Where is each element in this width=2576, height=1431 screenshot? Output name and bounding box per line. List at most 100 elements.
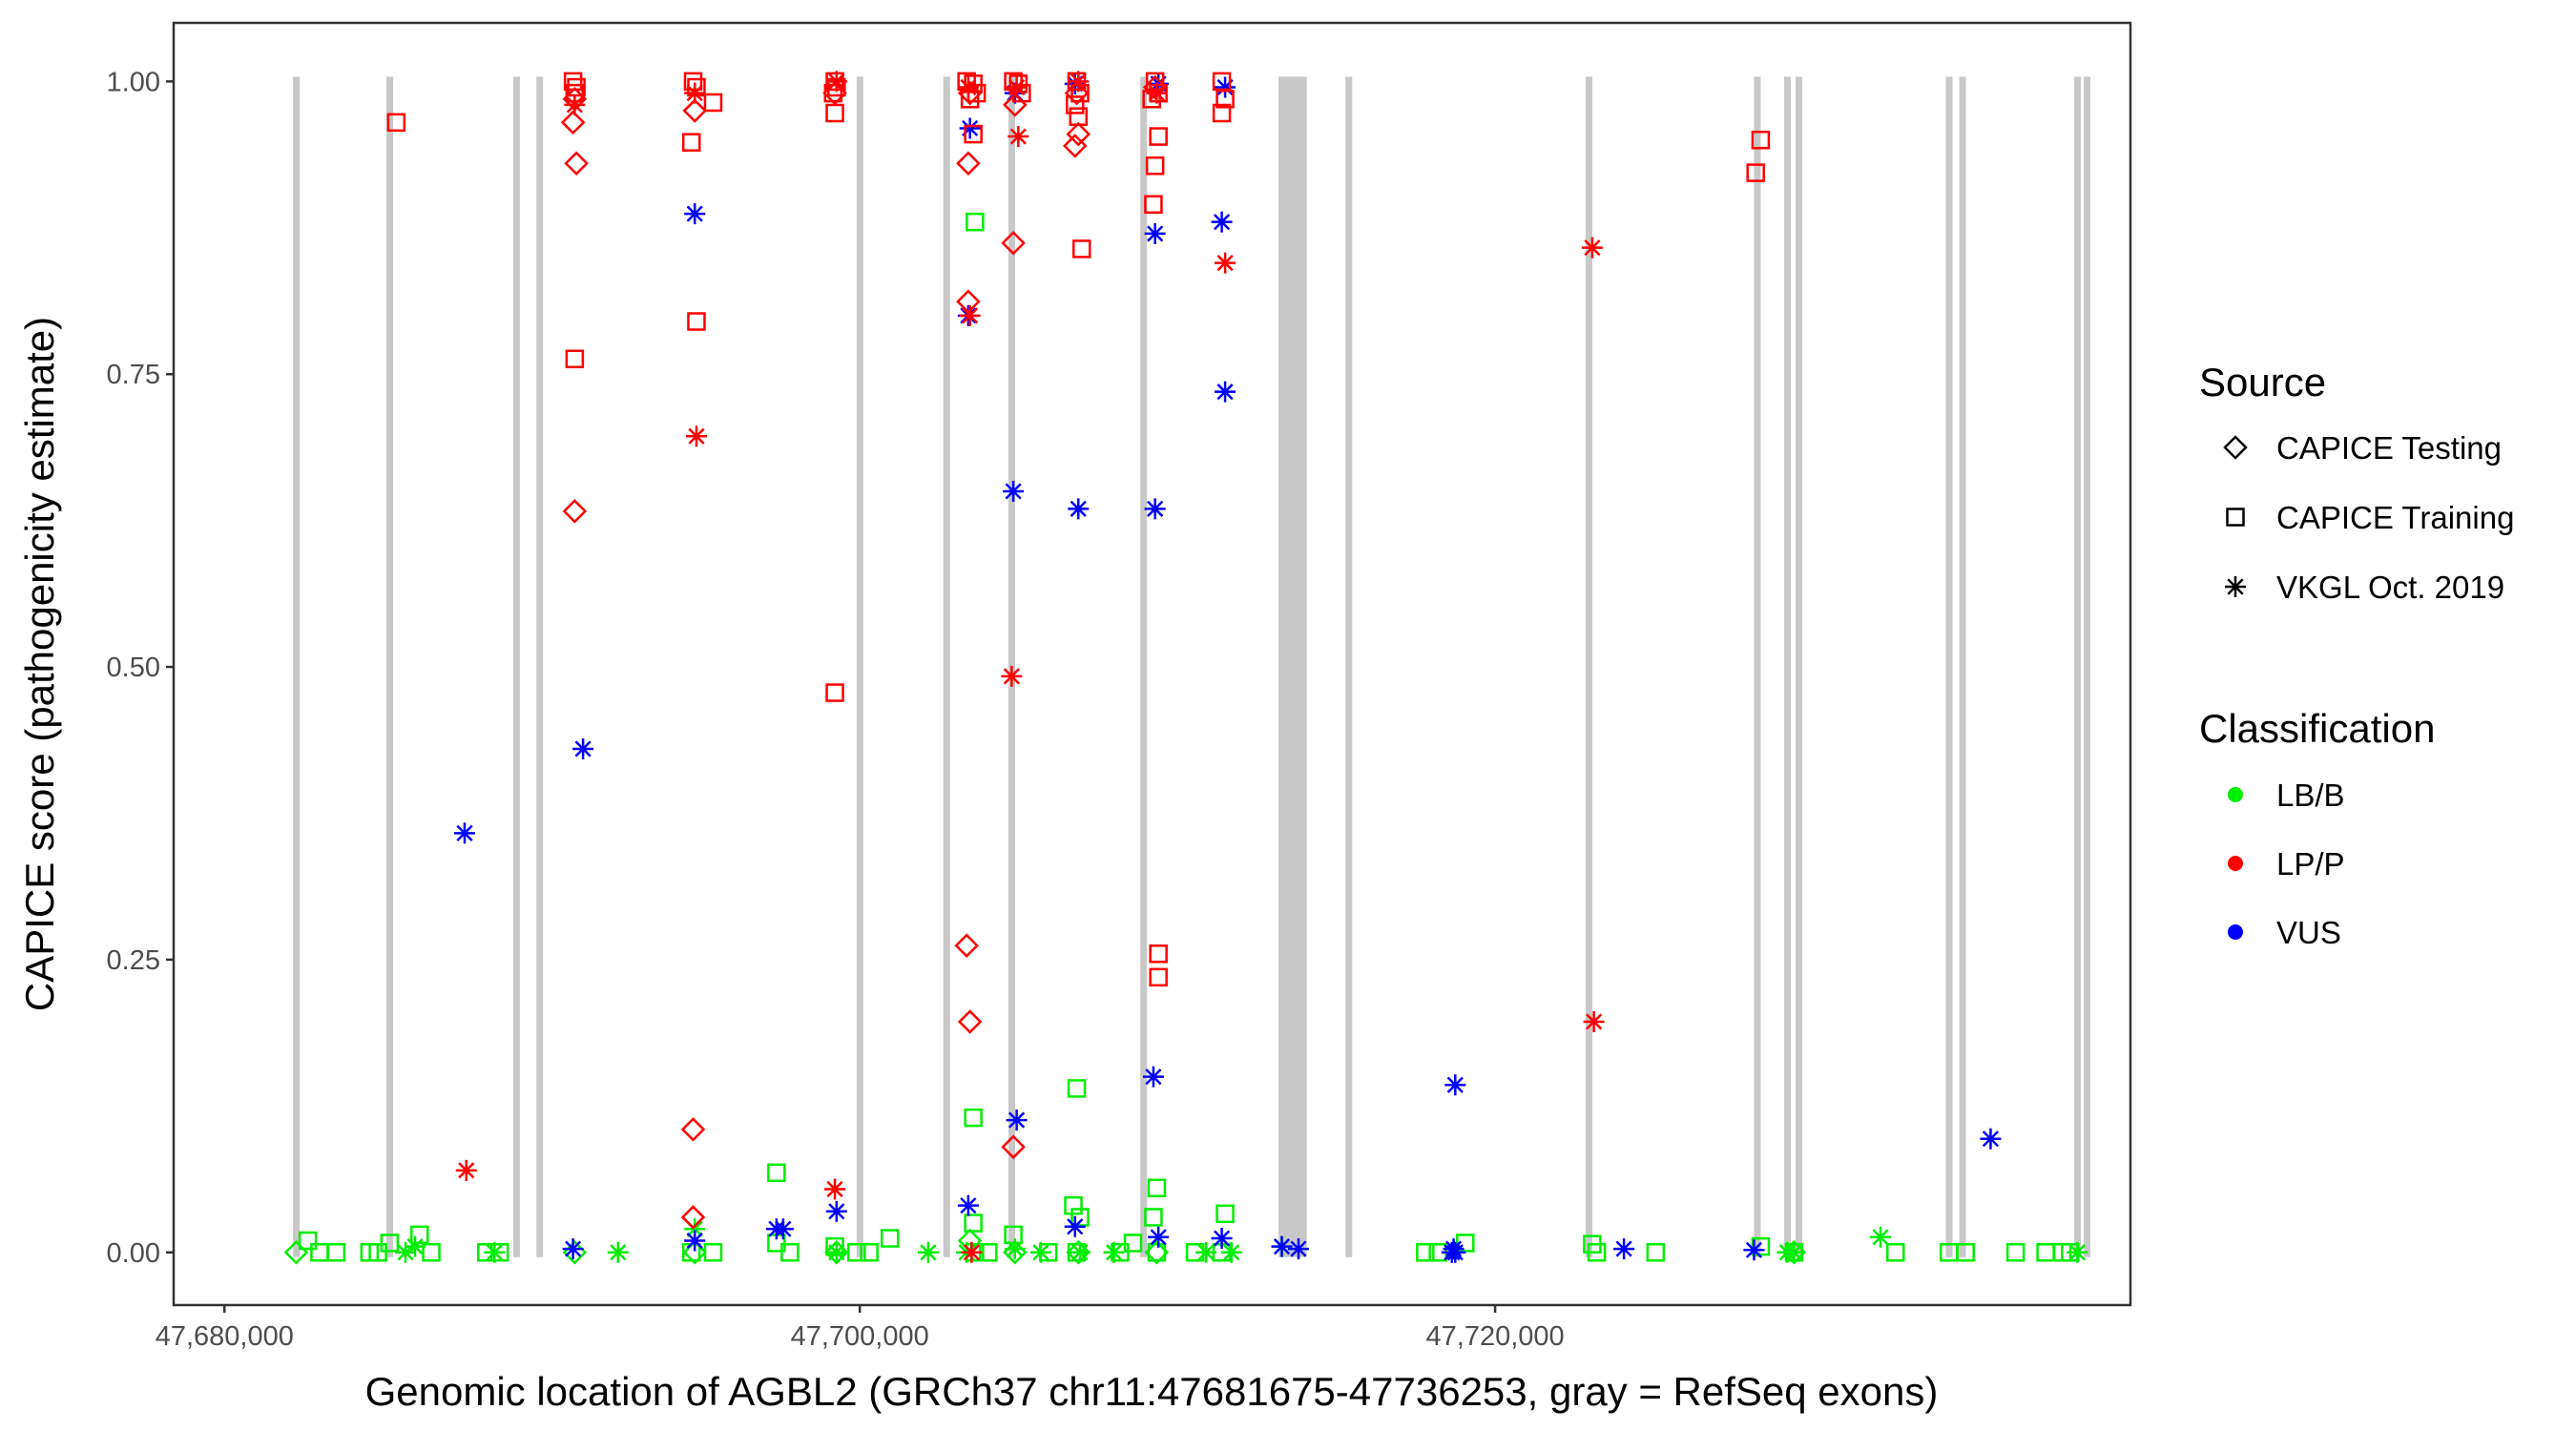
data-point bbox=[1142, 74, 1168, 100]
y-tick-label: 0.75 bbox=[107, 360, 160, 390]
data-point bbox=[1062, 134, 1088, 158]
data-point bbox=[1064, 80, 1090, 106]
data-point bbox=[956, 151, 981, 176]
data-point bbox=[1004, 1238, 1026, 1260]
legend-class-label: VUS bbox=[2276, 915, 2341, 950]
data-point bbox=[1587, 1243, 1607, 1262]
exon-bar bbox=[1796, 76, 1803, 1257]
data-points bbox=[283, 71, 2088, 1265]
data-point bbox=[1070, 1241, 1091, 1263]
data-point bbox=[780, 1243, 800, 1262]
data-point bbox=[455, 1159, 477, 1181]
x-tick-label: 47,680,000 bbox=[156, 1321, 294, 1352]
x-axis-title: Genomic location of AGBL2 (GRCh37 chr11:… bbox=[365, 1369, 1939, 1414]
data-point bbox=[567, 77, 586, 97]
data-point bbox=[964, 1213, 983, 1233]
data-point bbox=[964, 124, 983, 144]
data-point bbox=[684, 82, 706, 104]
legend-classification-title: Classification bbox=[2199, 706, 2435, 751]
exon-bar bbox=[943, 76, 950, 1257]
data-point bbox=[1956, 1243, 1975, 1262]
legend-asterisk-icon bbox=[2225, 576, 2246, 597]
legend-classification: Classification LB/B LP/P VUS bbox=[2199, 706, 2435, 950]
data-point bbox=[484, 1241, 506, 1263]
data-point bbox=[1001, 665, 1023, 687]
data-point bbox=[1287, 1238, 1309, 1260]
data-point bbox=[685, 425, 707, 447]
data-point bbox=[1008, 126, 1029, 148]
plot-panel-border bbox=[172, 21, 2132, 1307]
x-tick-label: 47,720,000 bbox=[1426, 1321, 1565, 1352]
data-point bbox=[326, 1243, 346, 1262]
data-point bbox=[564, 151, 589, 176]
legend-square-icon bbox=[2226, 508, 2245, 527]
data-point bbox=[1006, 76, 1028, 98]
data-point bbox=[687, 312, 706, 331]
data-point bbox=[1001, 1134, 1026, 1160]
data-point bbox=[283, 1239, 309, 1265]
data-point bbox=[964, 1108, 983, 1128]
exon-bar bbox=[386, 76, 394, 1257]
legend-dot-icon bbox=[2228, 856, 2243, 871]
data-point bbox=[1751, 1236, 1771, 1256]
data-point bbox=[422, 1243, 441, 1262]
data-point bbox=[681, 133, 701, 152]
exon-bar bbox=[512, 76, 520, 1257]
data-point bbox=[1144, 222, 1166, 244]
data-point bbox=[565, 349, 585, 369]
data-point bbox=[1220, 1241, 1242, 1263]
legend-source-label: CAPICE Training bbox=[2276, 500, 2514, 535]
data-point bbox=[959, 304, 981, 326]
data-point bbox=[1646, 1243, 1666, 1262]
data-point bbox=[1211, 211, 1233, 233]
data-point bbox=[765, 1218, 787, 1240]
data-point bbox=[2036, 1243, 2055, 1262]
legend-dot-icon bbox=[2228, 787, 2243, 802]
exon-bar bbox=[2084, 76, 2091, 1257]
data-point bbox=[1443, 1238, 1465, 1260]
data-point bbox=[703, 1243, 723, 1262]
data-point bbox=[1145, 156, 1165, 176]
data-point bbox=[956, 289, 981, 314]
data-point bbox=[1581, 237, 1603, 259]
data-point bbox=[1144, 195, 1163, 214]
data-point bbox=[683, 72, 703, 92]
exon-bar bbox=[1140, 76, 1148, 1257]
data-point bbox=[767, 1163, 786, 1183]
data-point bbox=[1147, 1178, 1167, 1198]
exon-bar bbox=[2074, 76, 2082, 1257]
data-point bbox=[1751, 130, 1771, 150]
data-point bbox=[310, 1243, 329, 1262]
data-point bbox=[1029, 1241, 1051, 1263]
data-point bbox=[1068, 71, 1090, 93]
data-point bbox=[703, 93, 723, 113]
data-point bbox=[1212, 103, 1232, 123]
data-point bbox=[1142, 90, 1161, 109]
y-tick-label: 1.00 bbox=[107, 67, 160, 97]
data-point bbox=[1215, 252, 1236, 274]
exon-bar bbox=[1345, 76, 1353, 1257]
y-axis: 0.00 0.25 0.50 0.75 1.00 bbox=[107, 67, 174, 1269]
data-point bbox=[1144, 1208, 1163, 1227]
data-point bbox=[1149, 944, 1168, 964]
y-tick-label: 0.25 bbox=[107, 945, 160, 976]
data-point bbox=[825, 683, 844, 702]
data-point bbox=[572, 737, 594, 759]
data-point bbox=[880, 1229, 900, 1248]
data-point bbox=[1145, 72, 1165, 92]
data-point bbox=[1066, 95, 1085, 114]
data-point bbox=[825, 1200, 847, 1222]
data-point bbox=[1211, 1228, 1233, 1250]
data-point bbox=[386, 113, 406, 133]
data-point bbox=[966, 212, 985, 232]
data-point bbox=[1149, 967, 1168, 987]
data-point bbox=[1215, 1204, 1235, 1224]
legend-source-label: CAPICE Testing bbox=[2276, 430, 2502, 466]
x-tick-label: 47,700,000 bbox=[791, 1321, 929, 1352]
exon-bar bbox=[1754, 76, 1761, 1257]
data-point bbox=[1148, 1226, 1170, 1248]
data-point bbox=[1006, 1110, 1028, 1131]
data-point bbox=[1870, 1226, 1892, 1248]
data-point bbox=[680, 1117, 706, 1142]
data-point bbox=[453, 822, 475, 844]
